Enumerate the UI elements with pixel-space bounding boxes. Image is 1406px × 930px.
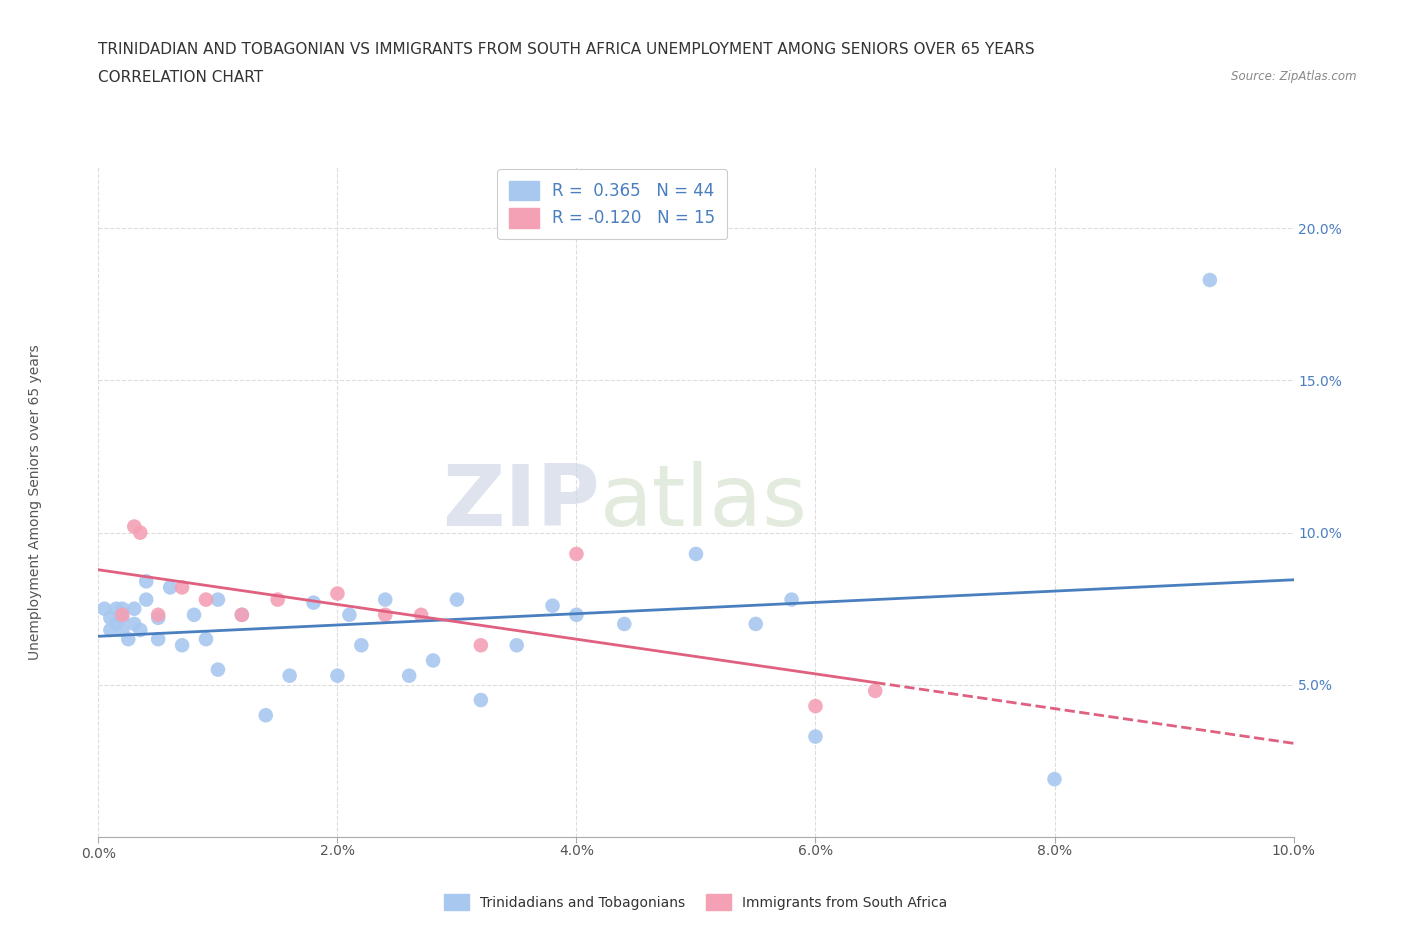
Point (326, 586, 349, 601)
Point (231, 607, 253, 622)
Point (254, 708, 277, 723)
Point (350, 638, 373, 653)
Point (374, 607, 396, 622)
Point (446, 592, 468, 607)
Point (98, 622, 122, 637)
Point (129, 525, 152, 540)
Point (804, 698, 827, 713)
Legend: Trinidadians and Tobagonians, Immigrants from South Africa: Trinidadians and Tobagonians, Immigrants… (437, 887, 955, 917)
Point (374, 592, 396, 607)
Point (804, 729, 827, 744)
Text: TRINIDADIAN AND TOBAGONIAN VS IMMIGRANTS FROM SOUTH AFRICA UNEMPLOYMENT AMONG SE: TRINIDADIAN AND TOBAGONIAN VS IMMIGRANTS… (98, 42, 1035, 57)
Point (267, 592, 290, 607)
Point (111, 610, 134, 625)
Point (326, 669, 349, 684)
Text: 2.0%: 2.0% (321, 844, 354, 858)
Point (129, 622, 152, 637)
Point (135, 592, 157, 607)
Point (1043, 772, 1066, 787)
Text: Source: ZipAtlas.com: Source: ZipAtlas.com (1232, 70, 1357, 83)
Point (398, 669, 420, 684)
Point (339, 607, 360, 622)
Point (98, 610, 122, 625)
Point (148, 631, 170, 646)
Point (105, 602, 128, 617)
Text: 4.0%: 4.0% (560, 844, 593, 858)
Text: ZIP: ZIP (443, 460, 600, 544)
Point (194, 631, 218, 646)
Text: 6.0%: 6.0% (799, 844, 832, 858)
Point (411, 607, 433, 622)
Point (685, 547, 707, 562)
Text: Unemployment Among Seniors over 65 years: Unemployment Among Seniors over 65 years (28, 344, 42, 660)
Point (422, 653, 444, 668)
Point (124, 602, 146, 617)
Point (117, 631, 139, 646)
Point (541, 598, 564, 613)
Point (745, 617, 768, 631)
Point (194, 592, 218, 607)
Point (207, 662, 229, 677)
Text: 10.0%: 10.0% (1271, 844, 1316, 858)
Point (159, 580, 181, 595)
Point (111, 602, 134, 617)
Point (278, 669, 301, 684)
Point (124, 519, 146, 534)
Point (111, 622, 134, 637)
Point (470, 693, 492, 708)
Point (111, 607, 134, 622)
Point (231, 607, 253, 622)
Point (148, 607, 170, 622)
Point (565, 547, 588, 562)
Text: atlas: atlas (600, 460, 808, 544)
Point (613, 617, 636, 631)
Point (207, 592, 229, 607)
Point (865, 684, 887, 698)
Point (124, 617, 146, 631)
Text: 8.0%: 8.0% (1038, 844, 1071, 858)
Point (183, 607, 205, 622)
Point (565, 607, 588, 622)
Point (172, 580, 194, 595)
Point (506, 638, 529, 653)
Point (172, 638, 194, 653)
Text: CORRELATION CHART: CORRELATION CHART (98, 70, 263, 85)
Point (1198, 272, 1220, 287)
Point (105, 617, 128, 631)
Point (148, 610, 170, 625)
Point (93, 602, 115, 617)
Point (780, 592, 803, 607)
Point (470, 638, 492, 653)
Point (302, 595, 325, 610)
Point (135, 574, 157, 589)
